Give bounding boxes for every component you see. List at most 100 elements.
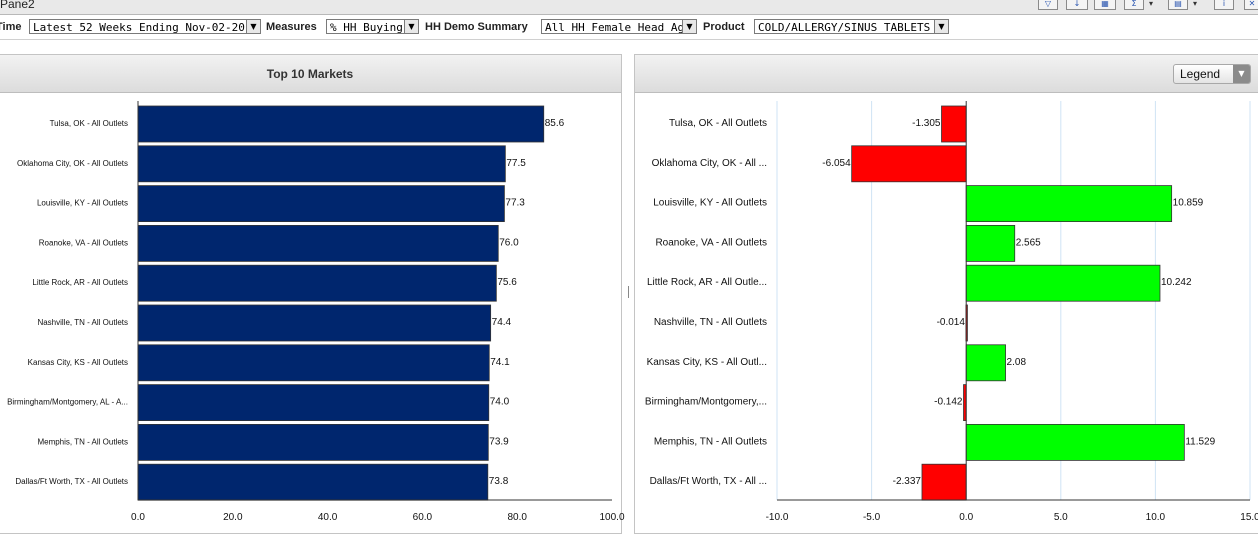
sort-icon[interactable]: ↓: [1066, 0, 1088, 10]
bar: [965, 423, 1185, 461]
bar: [137, 105, 545, 143]
bar: [137, 145, 506, 183]
chevron-down-icon[interactable]: ▼: [404, 20, 418, 33]
x-tick-label: 60.0: [413, 512, 433, 523]
data-label: -2.337: [893, 476, 922, 487]
category-label: Dallas/Ft Worth, TX - All ...: [650, 476, 767, 487]
category-label: Roanoke, VA - All Outlets: [39, 238, 128, 247]
x-tick-label: 5.0: [1054, 512, 1068, 523]
filter-label-time: Time: [0, 21, 22, 33]
data-label: -1.305: [912, 118, 941, 129]
hh-demo-select-value: All HH Female Head Age: [545, 21, 691, 34]
filter-bar: Time Latest 52 Weeks Ending Nov-02-2014 …: [0, 15, 1258, 40]
data-label: -0.014: [937, 317, 966, 328]
bar: [851, 145, 967, 183]
data-label: -0.142: [934, 397, 963, 408]
product-select-value: COLD/ALLERGY/SINUS TABLETS: [758, 21, 931, 34]
chevron-down-icon[interactable]: ▼: [1233, 65, 1250, 83]
layout-icon[interactable]: ▤: [1168, 0, 1188, 10]
data-label: 2.08: [1007, 357, 1027, 368]
panel-header: Top 10 Markets: [0, 55, 621, 93]
data-label: 74.4: [492, 317, 512, 328]
category-label: Little Rock, AR - All Outle...: [647, 277, 767, 288]
x-tick-label: -5.0: [863, 512, 881, 523]
info-icon[interactable]: i: [1214, 0, 1234, 10]
category-label: Nashville, TN - All Outlets: [37, 318, 128, 327]
panel-header: Legend ▼: [635, 55, 1258, 93]
bar: [965, 185, 1173, 223]
category-label: Kansas City, KS - All Outlets: [28, 358, 128, 367]
product-select[interactable]: COLD/ALLERGY/SINUS TABLETS ▼: [754, 19, 949, 34]
bar: [137, 224, 499, 262]
bar: [137, 185, 505, 223]
category-label: Nashville, TN - All Outlets: [654, 317, 767, 328]
data-label: 75.6: [497, 277, 517, 288]
category-label: Oklahoma City, OK - All ...: [652, 158, 767, 169]
bar: [137, 264, 497, 302]
data-label: 10.859: [1173, 198, 1204, 209]
data-label: 2.565: [1016, 237, 1041, 248]
time-select[interactable]: Latest 52 Weeks Ending Nov-02-2014 ▼: [29, 19, 261, 34]
category-label: Roanoke, VA - All Outlets: [655, 237, 767, 248]
sum-icon[interactable]: Σ: [1124, 0, 1144, 10]
x-tick-label: 15.0: [1240, 512, 1258, 523]
chevron-down-icon[interactable]: ▼: [934, 20, 948, 33]
x-tick-label: 80.0: [507, 512, 527, 523]
x-tick-label: 10.0: [1146, 512, 1166, 523]
data-label: 73.8: [489, 476, 509, 487]
bar: [941, 105, 967, 143]
x-tick-label: 0.0: [959, 512, 973, 523]
category-label: Dallas/Ft Worth, TX - All Outlets: [15, 477, 128, 486]
category-label: Tulsa, OK - All Outlets: [669, 118, 767, 129]
grid-icon[interactable]: ▦: [1094, 0, 1116, 10]
bar: [965, 264, 1161, 302]
legend-dropdown-label: Legend: [1180, 67, 1221, 81]
bar: [137, 423, 489, 461]
data-label: 77.5: [506, 158, 526, 169]
time-select-value: Latest 52 Weeks Ending Nov-02-2014: [33, 21, 259, 34]
category-label: Louisville, KY - All Outlets: [653, 198, 767, 209]
close-icon[interactable]: ✕: [1244, 0, 1258, 10]
window-title-bar: Pane2 ▽ ↓ ▦ Σ ▾ ▤ ▾ i ✕: [0, 0, 1258, 15]
measures-select-value: % HH Buying: [330, 21, 403, 34]
bar: [965, 224, 1016, 262]
data-label: 10.242: [1161, 277, 1192, 288]
filter-label-hh-demo: HH Demo Summary: [425, 21, 528, 33]
filter-label-product: Product: [703, 21, 745, 33]
category-label: Louisville, KY - All Outlets: [37, 199, 128, 208]
data-label: -6.054: [822, 158, 851, 169]
chevron-down-icon[interactable]: ▾: [1148, 0, 1153, 8]
category-label: Birmingham/Montgomery,...: [645, 397, 767, 408]
panel-title: Top 10 Markets: [266, 67, 354, 81]
category-label: Memphis, TN - All Outlets: [37, 437, 128, 446]
chevron-down-icon[interactable]: ▼: [682, 20, 696, 33]
filter-icon[interactable]: ▽: [1038, 0, 1058, 10]
chevron-down-icon[interactable]: ▼: [246, 20, 260, 33]
x-tick-label: 20.0: [223, 512, 243, 523]
measures-select[interactable]: % HH Buying ▼: [326, 19, 419, 34]
data-label: 74.0: [490, 397, 510, 408]
data-label: 76.0: [499, 237, 519, 248]
bar: [965, 344, 1006, 382]
category-label: Tulsa, OK - All Outlets: [50, 119, 128, 128]
bar: [137, 304, 492, 342]
data-label: 73.9: [489, 436, 509, 447]
legend-dropdown[interactable]: Legend ▼: [1173, 64, 1251, 84]
chevron-down-icon[interactable]: ▾: [1192, 0, 1197, 8]
x-tick-label: 0.0: [131, 512, 145, 523]
x-tick-label: 100.0: [599, 512, 624, 523]
x-tick-label: -10.0: [766, 512, 789, 523]
hh-demo-select[interactable]: All HH Female Head Age ▼: [541, 19, 697, 34]
data-label: 11.529: [1185, 436, 1215, 447]
data-label: 77.3: [505, 198, 525, 209]
data-label: 85.6: [545, 118, 565, 129]
pane-splitter[interactable]: [628, 286, 629, 298]
bar: [921, 463, 967, 501]
category-label: Birmingham/Montgomery, AL - A...: [7, 398, 128, 407]
category-label: Oklahoma City, OK - All Outlets: [17, 159, 128, 168]
bar: [137, 344, 490, 382]
bar: [137, 384, 490, 422]
x-tick-label: 40.0: [318, 512, 338, 523]
bar: [137, 463, 489, 501]
